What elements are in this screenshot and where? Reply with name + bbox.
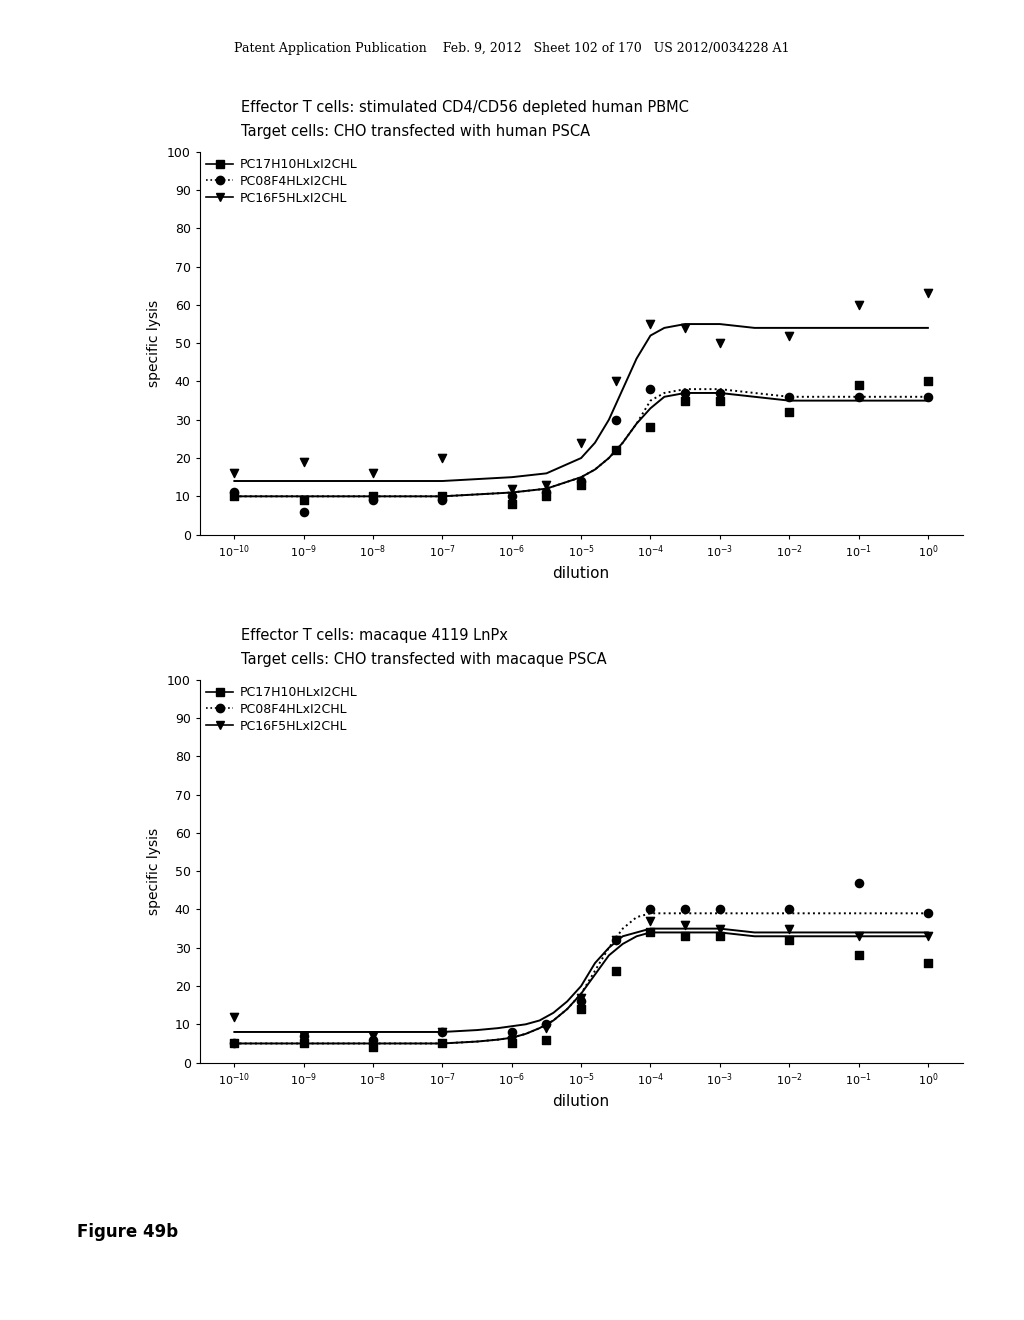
Point (504, 486, 520, 507)
Point (850, 294, 866, 315)
Point (712, 333, 728, 354)
Point (504, 478, 520, 499)
Point (226, 1006, 243, 1027)
Text: Figure 49b: Figure 49b (77, 1222, 178, 1241)
Point (434, 490, 451, 511)
Point (781, 899, 798, 920)
Point (539, 1030, 555, 1051)
Point (642, 313, 658, 334)
Point (920, 282, 936, 304)
Point (434, 1022, 451, 1043)
Point (572, 432, 589, 453)
Point (296, 502, 312, 523)
Point (712, 899, 728, 920)
Point (781, 919, 798, 940)
Text: Effector T cells: stimulated CD4/CD56 depleted human PBMC: Effector T cells: stimulated CD4/CD56 de… (241, 100, 688, 115)
Point (850, 945, 866, 966)
Point (712, 391, 728, 412)
Point (539, 1018, 555, 1039)
Point (296, 1026, 312, 1047)
Point (504, 1030, 520, 1051)
Point (434, 447, 451, 469)
Point (226, 1032, 243, 1053)
Point (365, 486, 381, 507)
Point (607, 409, 624, 430)
Point (920, 953, 936, 974)
Point (434, 1032, 451, 1053)
Point (677, 899, 693, 920)
X-axis label: dilution: dilution (553, 1094, 609, 1109)
Point (677, 391, 693, 412)
Point (296, 490, 312, 511)
Point (226, 486, 243, 507)
Text: Effector T cells: macaque 4119 LnPx: Effector T cells: macaque 4119 LnPx (241, 628, 508, 643)
Point (920, 387, 936, 408)
Point (539, 486, 555, 507)
Point (920, 371, 936, 392)
Point (677, 915, 693, 936)
Point (504, 1032, 520, 1053)
Point (572, 987, 589, 1008)
Point (539, 1014, 555, 1035)
Point (296, 1026, 312, 1047)
Point (504, 1022, 520, 1043)
Point (677, 925, 693, 946)
Point (434, 1022, 451, 1043)
Point (365, 1026, 381, 1047)
Point (365, 463, 381, 484)
Point (677, 317, 693, 338)
Point (572, 474, 589, 495)
Point (607, 960, 624, 981)
Point (296, 451, 312, 473)
Point (850, 375, 866, 396)
Point (226, 482, 243, 503)
Point (850, 873, 866, 894)
Point (226, 463, 243, 484)
Point (607, 371, 624, 392)
Point (642, 417, 658, 438)
Point (677, 383, 693, 404)
Point (781, 387, 798, 408)
Y-axis label: specific lysis: specific lysis (147, 300, 161, 387)
Point (850, 387, 866, 408)
Point (226, 1032, 243, 1053)
Point (781, 401, 798, 422)
Point (642, 911, 658, 932)
Point (434, 486, 451, 507)
Y-axis label: specific lysis: specific lysis (147, 828, 161, 915)
Point (607, 929, 624, 950)
Text: Target cells: CHO transfected with human PSCA: Target cells: CHO transfected with human… (241, 124, 590, 139)
Point (920, 903, 936, 924)
Point (365, 1030, 381, 1051)
Point (365, 490, 381, 511)
Point (572, 998, 589, 1019)
Point (296, 1032, 312, 1053)
Point (920, 925, 936, 946)
Point (365, 1036, 381, 1057)
Legend: PC17H10HLxI2CHL, PC08F4HLxI2CHL, PC16F5HLxI2CHL: PC17H10HLxI2CHL, PC08F4HLxI2CHL, PC16F5H… (206, 158, 357, 205)
Legend: PC17H10HLxI2CHL, PC08F4HLxI2CHL, PC16F5HLxI2CHL: PC17H10HLxI2CHL, PC08F4HLxI2CHL, PC16F5H… (206, 686, 357, 733)
Point (781, 325, 798, 346)
Point (572, 991, 589, 1012)
Point (642, 899, 658, 920)
Point (539, 474, 555, 495)
Point (712, 919, 728, 940)
Point (850, 925, 866, 946)
X-axis label: dilution: dilution (553, 566, 609, 581)
Point (607, 929, 624, 950)
Point (504, 494, 520, 515)
Point (781, 929, 798, 950)
Point (642, 379, 658, 400)
Point (712, 925, 728, 946)
Point (712, 383, 728, 404)
Text: Patent Application Publication    Feb. 9, 2012   Sheet 102 of 170   US 2012/0034: Patent Application Publication Feb. 9, 2… (234, 42, 790, 55)
Point (572, 470, 589, 491)
Point (607, 440, 624, 461)
Text: Target cells: CHO transfected with macaque PSCA: Target cells: CHO transfected with macaq… (241, 652, 606, 667)
Point (539, 482, 555, 503)
Point (642, 921, 658, 942)
